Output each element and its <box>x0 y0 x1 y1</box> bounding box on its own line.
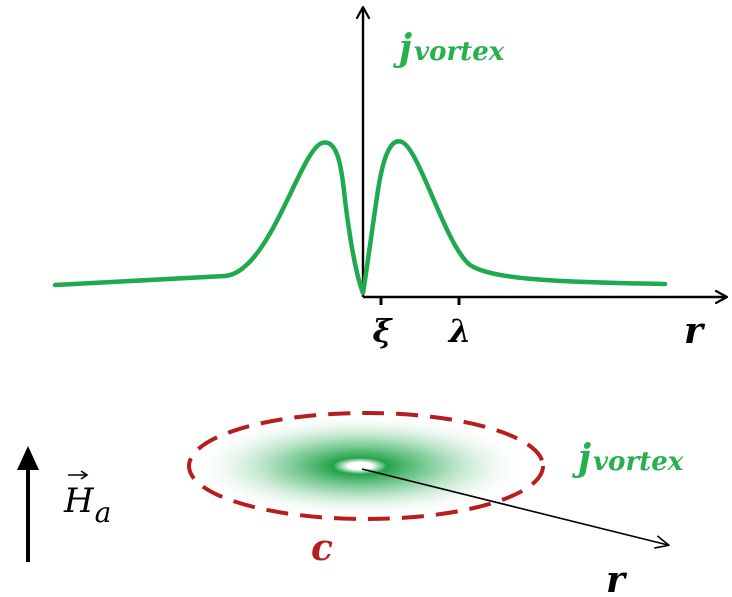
x-axis-label: r <box>684 310 706 352</box>
y-axis-label: jvortex <box>393 27 505 69</box>
y-axis-label-sub: vortex <box>414 37 505 67</box>
tick-xi-label: ξ <box>373 312 394 350</box>
current-density-curve <box>52 139 668 296</box>
radius-label: r <box>606 559 628 597</box>
integration-contour <box>187 411 545 521</box>
radius-arrow <box>361 468 670 549</box>
applied-field-label-sub: a <box>95 496 112 529</box>
applied-field-label: Ha <box>63 470 111 529</box>
vector-arrow-icon <box>68 470 89 480</box>
contour-label: c <box>311 527 333 569</box>
up-arrow-icon <box>17 446 39 562</box>
tick-lambda-label: λ <box>447 312 471 350</box>
vortex-current-label-sub: vortex <box>593 447 684 477</box>
svg-text:Ha: Ha <box>63 481 111 529</box>
vortex-current-label-main: j <box>572 437 591 479</box>
vortex-illustration: Ha c r jvortex <box>17 411 684 597</box>
y-axis-label-main: j <box>393 27 412 69</box>
applied-field-label-main: H <box>63 481 95 521</box>
vortex-current-label: jvortex <box>572 437 684 479</box>
current-profile-plot: jvortex r ξ λ <box>52 8 726 352</box>
vortex-current-cloud <box>190 414 530 518</box>
